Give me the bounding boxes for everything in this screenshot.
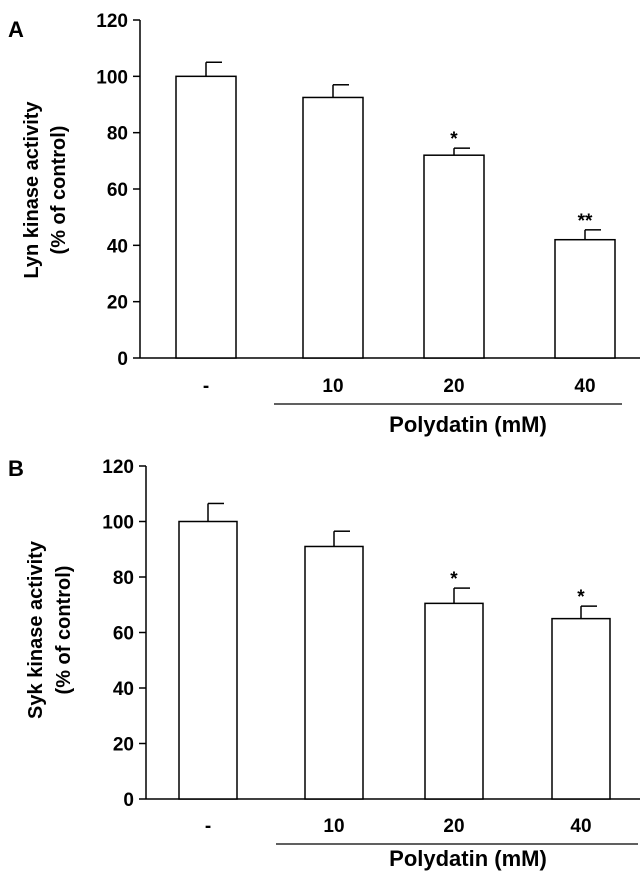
bar	[304, 545, 364, 800]
y-tick-label: 100	[96, 67, 128, 88]
x-tick-label: -	[205, 816, 211, 837]
panel-label: B	[8, 456, 24, 481]
significance-marker: *	[577, 587, 585, 608]
y-tick-label: 120	[96, 11, 128, 32]
y-tick-label: 20	[113, 735, 134, 756]
x-tick-label: 20	[443, 376, 464, 397]
y-tick-label: 0	[123, 790, 134, 811]
y-tick-label: 120	[102, 457, 134, 478]
y-axis-label-unit: (% of control)	[53, 566, 75, 695]
x-tick-label: 10	[323, 816, 344, 837]
significance-marker: *	[450, 569, 458, 590]
bar	[551, 617, 611, 800]
y-axis-label: Syk kinase activity	[25, 540, 47, 719]
x-tick-label: 40	[570, 816, 591, 837]
significance-marker: *	[450, 129, 458, 150]
x-tick-label: -	[203, 376, 209, 397]
x-tick-label: 40	[574, 376, 595, 397]
y-axis-label-unit: (% of control)	[48, 126, 70, 255]
y-tick-label: 80	[107, 124, 128, 145]
bar	[175, 75, 237, 359]
y-tick-label: 0	[117, 349, 128, 370]
y-tick-label: 100	[102, 513, 134, 534]
y-tick-label: 60	[107, 180, 128, 201]
chart-panel-b: B 0 20 40 60 80 100 120 Syk kinase activity (% of…	[8, 456, 640, 871]
significance-marker: **	[578, 211, 593, 232]
y-tick-label: 60	[113, 624, 134, 645]
chart-panel-a: A 0 20 40 60 80 100 120 Lyn kinase activity (% of…	[8, 11, 640, 437]
y-tick-label: 40	[107, 236, 128, 257]
bar	[424, 602, 484, 800]
bar	[302, 96, 364, 359]
y-tick-label: 80	[113, 568, 134, 589]
x-tick-label: 10	[322, 376, 343, 397]
bar	[554, 238, 616, 359]
group-label: Polydatin (mM)	[389, 846, 547, 871]
panel-label: A	[8, 17, 24, 42]
y-tick-label: 40	[113, 679, 134, 700]
bar	[178, 520, 238, 800]
group-label: Polydatin (mM)	[389, 412, 547, 437]
bar	[423, 154, 485, 359]
y-axis-label: Lyn kinase activity	[21, 101, 43, 279]
x-tick-label: 20	[443, 816, 464, 837]
y-tick-label: 20	[107, 293, 128, 314]
